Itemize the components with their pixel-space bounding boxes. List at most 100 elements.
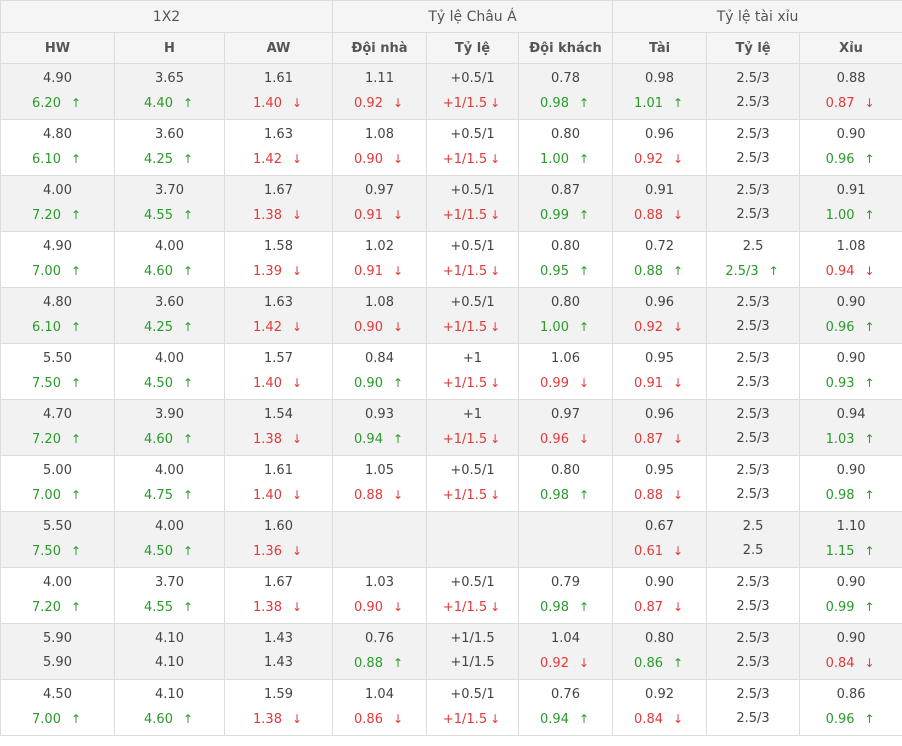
cell-aw: 1.57 1.40 ↓ bbox=[224, 343, 333, 400]
current-value-text: 1.38 bbox=[253, 599, 282, 615]
current-value-text: +1/1.5 bbox=[442, 319, 488, 335]
current-value: 1.38 ↓ bbox=[225, 207, 332, 223]
current-value-text: 1.03 bbox=[825, 431, 855, 447]
cell-over-odds: 0.80 0.86 ↑ bbox=[612, 623, 708, 680]
opening-value: 0.92 bbox=[645, 686, 674, 702]
cell-aw: 1.59 1.38 ↓ bbox=[224, 679, 333, 736]
current-value: 4.55 ↑ bbox=[115, 207, 224, 223]
current-value: 1.15 ↑ bbox=[800, 543, 902, 559]
cell-hw: 4.00 7.20 ↑ bbox=[0, 567, 115, 624]
opening-value: 2.5/3 bbox=[736, 294, 770, 310]
current-value-text: 1.38 bbox=[253, 207, 282, 223]
opening-value: 1.57 bbox=[264, 350, 293, 366]
current-value: 7.00 ↑ bbox=[1, 487, 114, 503]
current-value: 1.43 bbox=[225, 655, 332, 671]
current-value-text: +1/1.5 bbox=[442, 207, 488, 223]
current-value: 0.87 ↓ bbox=[613, 431, 706, 447]
current-value-text: 0.90 bbox=[354, 375, 383, 391]
opening-value: 1.05 bbox=[365, 462, 394, 478]
opening-value: +0.5/1 bbox=[450, 126, 495, 142]
current-value: 0.90 ↓ bbox=[333, 319, 426, 335]
current-value-text: 0.99 bbox=[540, 375, 569, 391]
arrow-up-icon: ↑ bbox=[768, 263, 779, 278]
cell-home-odds: 1.08 0.90 ↓ bbox=[332, 119, 427, 176]
current-value-text: 4.40 bbox=[144, 95, 173, 111]
cell-hw: 4.90 7.00 ↑ bbox=[0, 231, 115, 288]
current-value: 4.60 ↑ bbox=[115, 711, 224, 727]
opening-value: 0.76 bbox=[365, 630, 394, 646]
opening-value: +0.5/1 bbox=[450, 686, 495, 702]
current-value: 0.92 ↓ bbox=[333, 95, 426, 111]
opening-value: 5.90 bbox=[43, 630, 72, 646]
opening-value: 5.50 bbox=[43, 350, 72, 366]
current-value-text: 1.40 bbox=[253, 487, 282, 503]
cell-home-odds: 0.84 0.90 ↑ bbox=[332, 343, 427, 400]
arrow-up-icon: ↑ bbox=[672, 263, 684, 278]
opening-value: 1.58 bbox=[264, 238, 293, 254]
table-row: 5.50 7.50 ↑ 4.00 4.50 ↑ 1.60 1.36 ↓ 0.67 0.61 ↓ 2.5 2… bbox=[0, 511, 902, 568]
current-value: 1.40 ↓ bbox=[225, 487, 332, 503]
current-value: 1.40 ↓ bbox=[225, 95, 332, 111]
arrow-down-icon: ↓ bbox=[291, 319, 302, 334]
arrow-up-icon: ↑ bbox=[864, 543, 875, 558]
current-value: 4.55 ↑ bbox=[115, 599, 224, 615]
opening-value: 1.60 bbox=[264, 518, 293, 534]
current-value: 0.90 ↑ bbox=[333, 375, 426, 391]
current-value: 4.25 ↑ bbox=[115, 319, 224, 335]
table-row: 5.50 7.50 ↑ 4.00 4.50 ↑ 1.57 1.40 ↓ 0.84 0.90 ↑ +1 +1… bbox=[0, 343, 902, 400]
opening-value: 1.11 bbox=[365, 70, 394, 86]
opening-value: 0.96 bbox=[645, 406, 674, 422]
current-value: 0.61 ↓ bbox=[613, 543, 706, 559]
arrow-down-icon: ↓ bbox=[392, 487, 403, 502]
opening-value: 3.60 bbox=[155, 126, 184, 142]
current-value: 0.99 ↑ bbox=[519, 207, 612, 223]
opening-value: 4.10 bbox=[155, 686, 184, 702]
current-value-text: 1.40 bbox=[253, 95, 282, 111]
current-value-text: 0.90 bbox=[354, 599, 383, 615]
arrow-up-icon: ↑ bbox=[70, 599, 81, 614]
table-row: 4.80 6.10 ↑ 3.60 4.25 ↑ 1.63 1.42 ↓ 1.08 0.90 ↓ +0.5… bbox=[0, 287, 902, 344]
cell-away-odds: 0.87 0.99 ↑ bbox=[517, 175, 614, 232]
opening-value: 0.90 bbox=[836, 630, 866, 646]
cell-hw: 4.80 6.10 ↑ bbox=[0, 119, 115, 176]
opening-value: 2.5/3 bbox=[736, 574, 770, 590]
current-value-text: +1/1.5 bbox=[442, 263, 488, 279]
cell-aw: 1.61 1.40 ↓ bbox=[224, 455, 333, 512]
current-value-text: 0.90 bbox=[354, 319, 383, 335]
opening-value bbox=[333, 519, 426, 535]
current-value-text: 1.42 bbox=[253, 319, 282, 335]
opening-value: 1.59 bbox=[264, 686, 293, 702]
column-header-row: HW H AW Đội nhà Tỷ lệ Đội khách Tài Tỷ l… bbox=[0, 32, 902, 64]
arrow-down-icon: ↓ bbox=[291, 543, 302, 558]
current-value-text: 4.50 bbox=[144, 543, 173, 559]
opening-value: 4.80 bbox=[43, 294, 72, 310]
current-value-text: 1.15 bbox=[825, 543, 855, 559]
current-value: 7.00 ↑ bbox=[1, 263, 114, 279]
current-value-text: 2.5/3 bbox=[736, 486, 770, 502]
arrow-up-icon: ↑ bbox=[70, 319, 81, 334]
current-value-text: 0.88 bbox=[354, 655, 383, 671]
current-value: 1.40 ↓ bbox=[225, 375, 332, 391]
cell-total-line: 2.5/3 2.5/3 bbox=[706, 343, 801, 400]
current-value: 2.5 bbox=[707, 543, 799, 559]
arrow-up-icon: ↑ bbox=[70, 487, 81, 502]
current-value-text: 2.5/3 bbox=[725, 263, 759, 279]
current-value: +1/1.5 bbox=[427, 655, 518, 671]
cell-under-odds: 1.10 1.15 ↑ bbox=[799, 511, 902, 568]
current-value-text: 1.38 bbox=[253, 431, 282, 447]
cell-home-odds: 0.93 0.94 ↑ bbox=[332, 399, 427, 456]
col-over: Tài bbox=[612, 32, 708, 64]
cell-total-line: 2.5/3 2.5/3 bbox=[706, 63, 801, 120]
arrow-down-icon: ↓ bbox=[392, 599, 403, 614]
current-value: 0.94 ↓ bbox=[800, 263, 902, 279]
current-value: 0.98 ↑ bbox=[519, 487, 612, 503]
arrow-up-icon: ↑ bbox=[864, 487, 875, 502]
current-value-text: 0.99 bbox=[825, 599, 855, 615]
arrow-down-icon: ↓ bbox=[490, 263, 501, 278]
cell-h: 4.10 4.10 bbox=[114, 623, 225, 680]
current-value: 0.92 ↓ bbox=[613, 151, 706, 167]
opening-value: +0.5/1 bbox=[450, 462, 495, 478]
current-value-text: 2.5 bbox=[742, 542, 764, 558]
arrow-up-icon: ↑ bbox=[578, 599, 590, 614]
cell-home-odds: 1.08 0.90 ↓ bbox=[332, 287, 427, 344]
